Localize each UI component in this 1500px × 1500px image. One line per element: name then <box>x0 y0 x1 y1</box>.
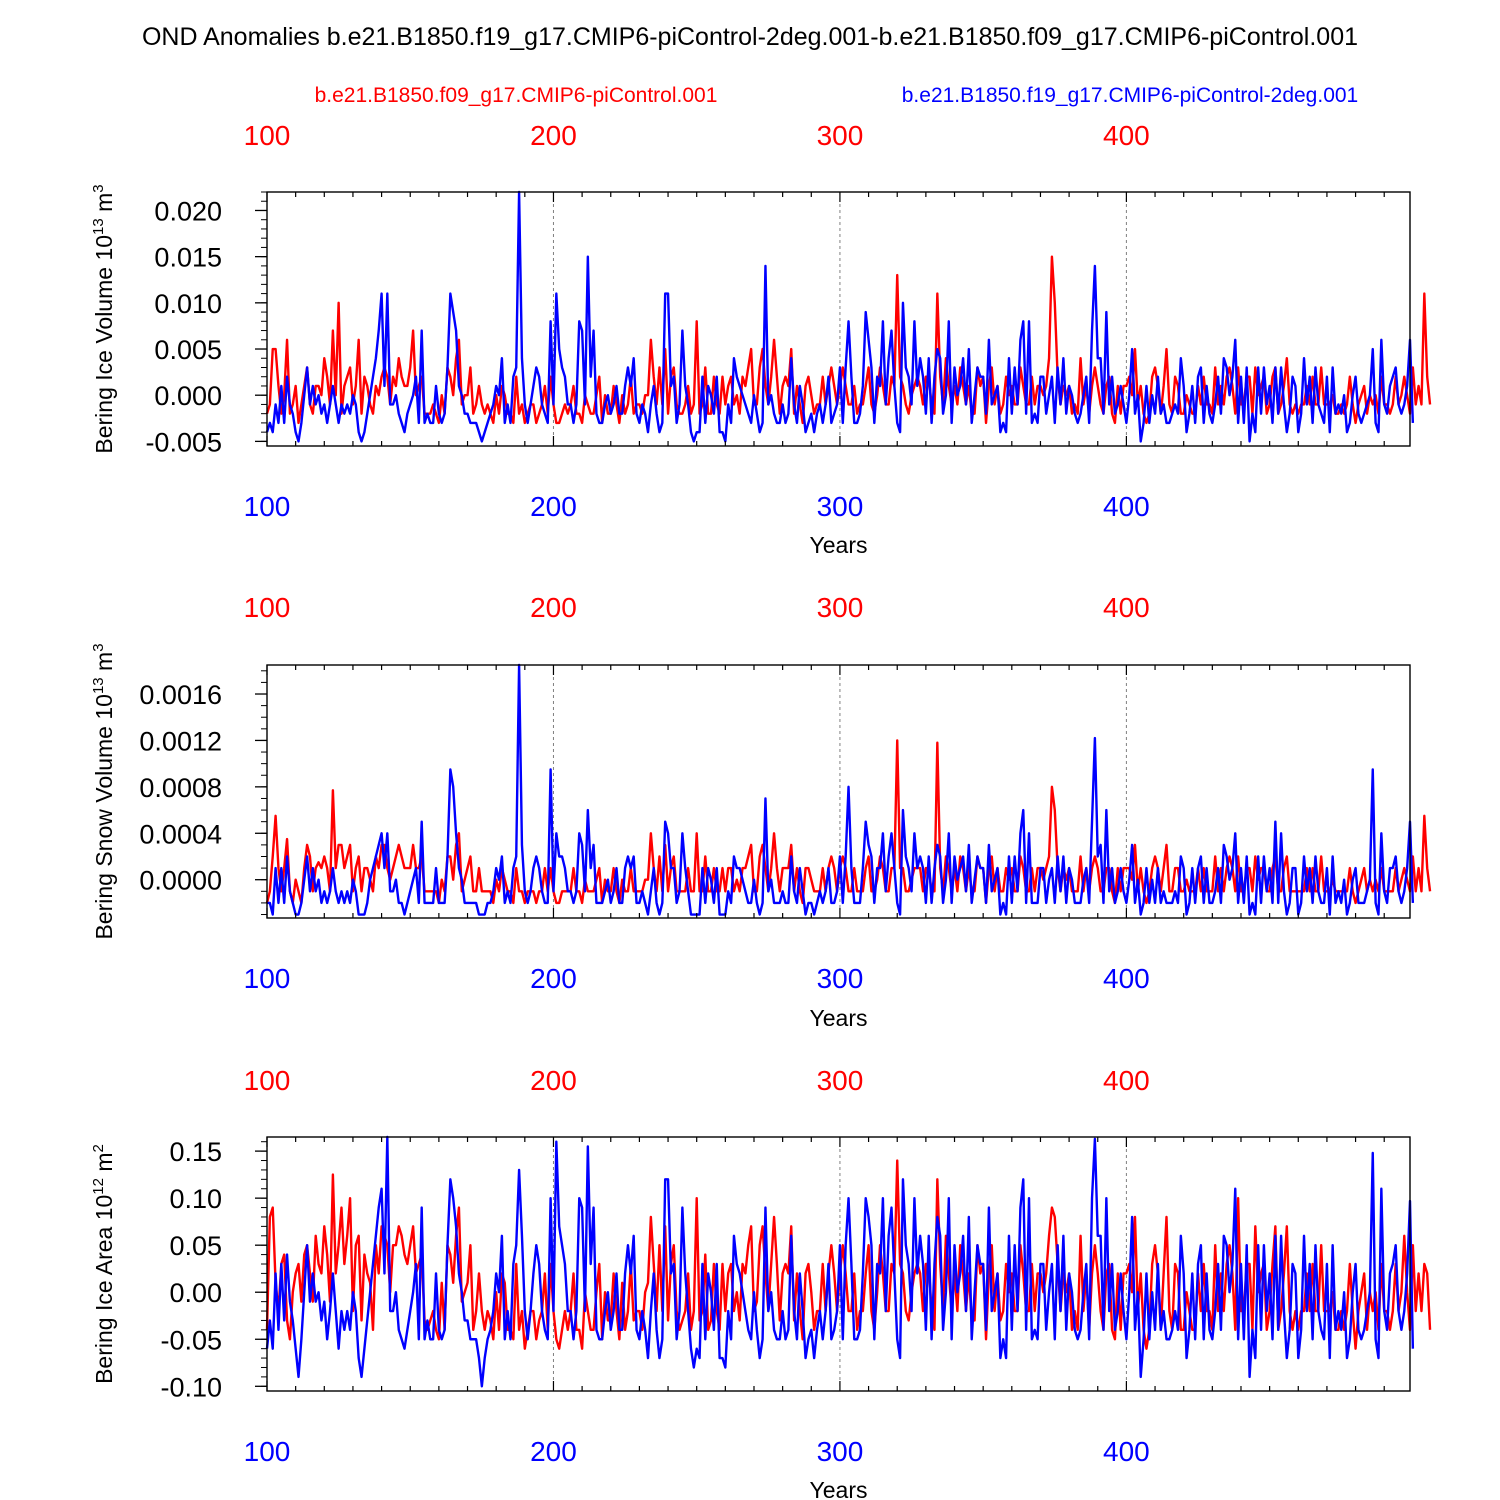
x-tick-label-bottom: 300 <box>817 491 864 522</box>
y-tick-label: 0.0004 <box>139 819 222 849</box>
y-tick-label: 0.020 <box>154 196 222 226</box>
x-tick-label-top: 200 <box>530 1065 577 1096</box>
series-line-blue <box>265 1135 1415 1388</box>
x-tick-label-top: 100 <box>244 120 291 151</box>
x-tick-label-bottom: 200 <box>530 491 577 522</box>
x-tick-label-top: 300 <box>817 1065 864 1096</box>
x-tick-label-bottom: 300 <box>817 1436 864 1467</box>
x-tick-label-bottom: 400 <box>1103 491 1150 522</box>
chart-panel-3: 100 100 200 200 300 300 400 400 Years -0.10 -0.05 0… <box>90 1065 1432 1500</box>
y-tick-label: 0.015 <box>154 243 222 273</box>
y-axis-label: Bering Ice Volume 1013 m3 <box>90 184 117 453</box>
x-tick-label-bottom: 100 <box>244 1436 291 1467</box>
legend-label-blue-run: b.e21.B1850.f19_g17.CMIP6-piControl-2deg… <box>902 84 1358 107</box>
x-tick-label-top: 100 <box>244 1065 291 1096</box>
y-tick-label: 0.0008 <box>139 773 222 803</box>
x-tick-label-top: 100 <box>244 592 291 623</box>
x-tick-label-bottom: 400 <box>1103 963 1150 994</box>
y-tick-label: 0.10 <box>169 1184 222 1214</box>
plot-frame <box>266 191 1411 447</box>
x-tick-label-top: 300 <box>817 592 864 623</box>
x-tick-label-top: 200 <box>530 120 577 151</box>
y-tick-label: 0.0016 <box>139 680 222 710</box>
x-tick-label-top: 400 <box>1103 120 1150 151</box>
x-axis-label: Years <box>810 532 868 558</box>
x-tick-label-bottom: 200 <box>530 1436 577 1467</box>
series-line-blue <box>267 663 1415 916</box>
y-tick-label: 0.15 <box>169 1137 222 1167</box>
y-tick-label: 0.05 <box>169 1231 222 1261</box>
y-tick-label: 0.0000 <box>139 866 222 896</box>
y-tick-label: 0.005 <box>154 335 222 365</box>
y-tick-label: 0.0012 <box>139 726 222 756</box>
plot-frame <box>266 664 1411 919</box>
x-axis-label: Years <box>810 1477 868 1500</box>
chart-panels: 100100200200300300400400Years-0.0050.000… <box>90 120 1432 1500</box>
x-tick-label-bottom: 200 <box>530 963 577 994</box>
figure-title: OND Anomalies b.e21.B1850.f19_g17.CMIP6-… <box>142 23 1358 51</box>
chart-panel-1: 100 100 200 200 300 300 400 400 Years -0.005 0.000… <box>90 120 1432 558</box>
x-tick-label-bottom: 300 <box>817 963 864 994</box>
y-tick-label: 0.000 <box>154 381 222 411</box>
x-tick-label-top: 400 <box>1103 592 1150 623</box>
x-tick-label-top: 400 <box>1103 1065 1150 1096</box>
x-tick-label-top: 300 <box>817 120 864 151</box>
legend-label-red-run: b.e21.B1850.f09_g17.CMIP6-piControl.001 <box>315 84 718 107</box>
y-tick-label: -0.10 <box>160 1372 222 1402</box>
y-tick-label: 0.00 <box>169 1278 222 1308</box>
x-tick-label-top: 200 <box>530 592 577 623</box>
chart-panel-2: 100 100 200 200 300 300 400 400 Years 0.0000 0.000… <box>90 592 1432 1031</box>
y-tick-label: 0.010 <box>154 289 222 319</box>
y-tick-label: -0.05 <box>160 1325 222 1355</box>
series-line-red <box>265 739 1432 905</box>
series-line-blue <box>265 190 1415 443</box>
x-axis-label: Years <box>810 1005 868 1031</box>
y-tick-label: -0.005 <box>145 427 222 457</box>
y-axis-label: Bering Snow Volume 1013 m3 <box>90 643 117 939</box>
y-axis-label: Bering Ice Area 1012 m2 <box>90 1144 117 1384</box>
x-tick-label-bottom: 400 <box>1103 1436 1150 1467</box>
x-tick-label-bottom: 100 <box>244 963 291 994</box>
x-tick-label-bottom: 100 <box>244 491 291 522</box>
